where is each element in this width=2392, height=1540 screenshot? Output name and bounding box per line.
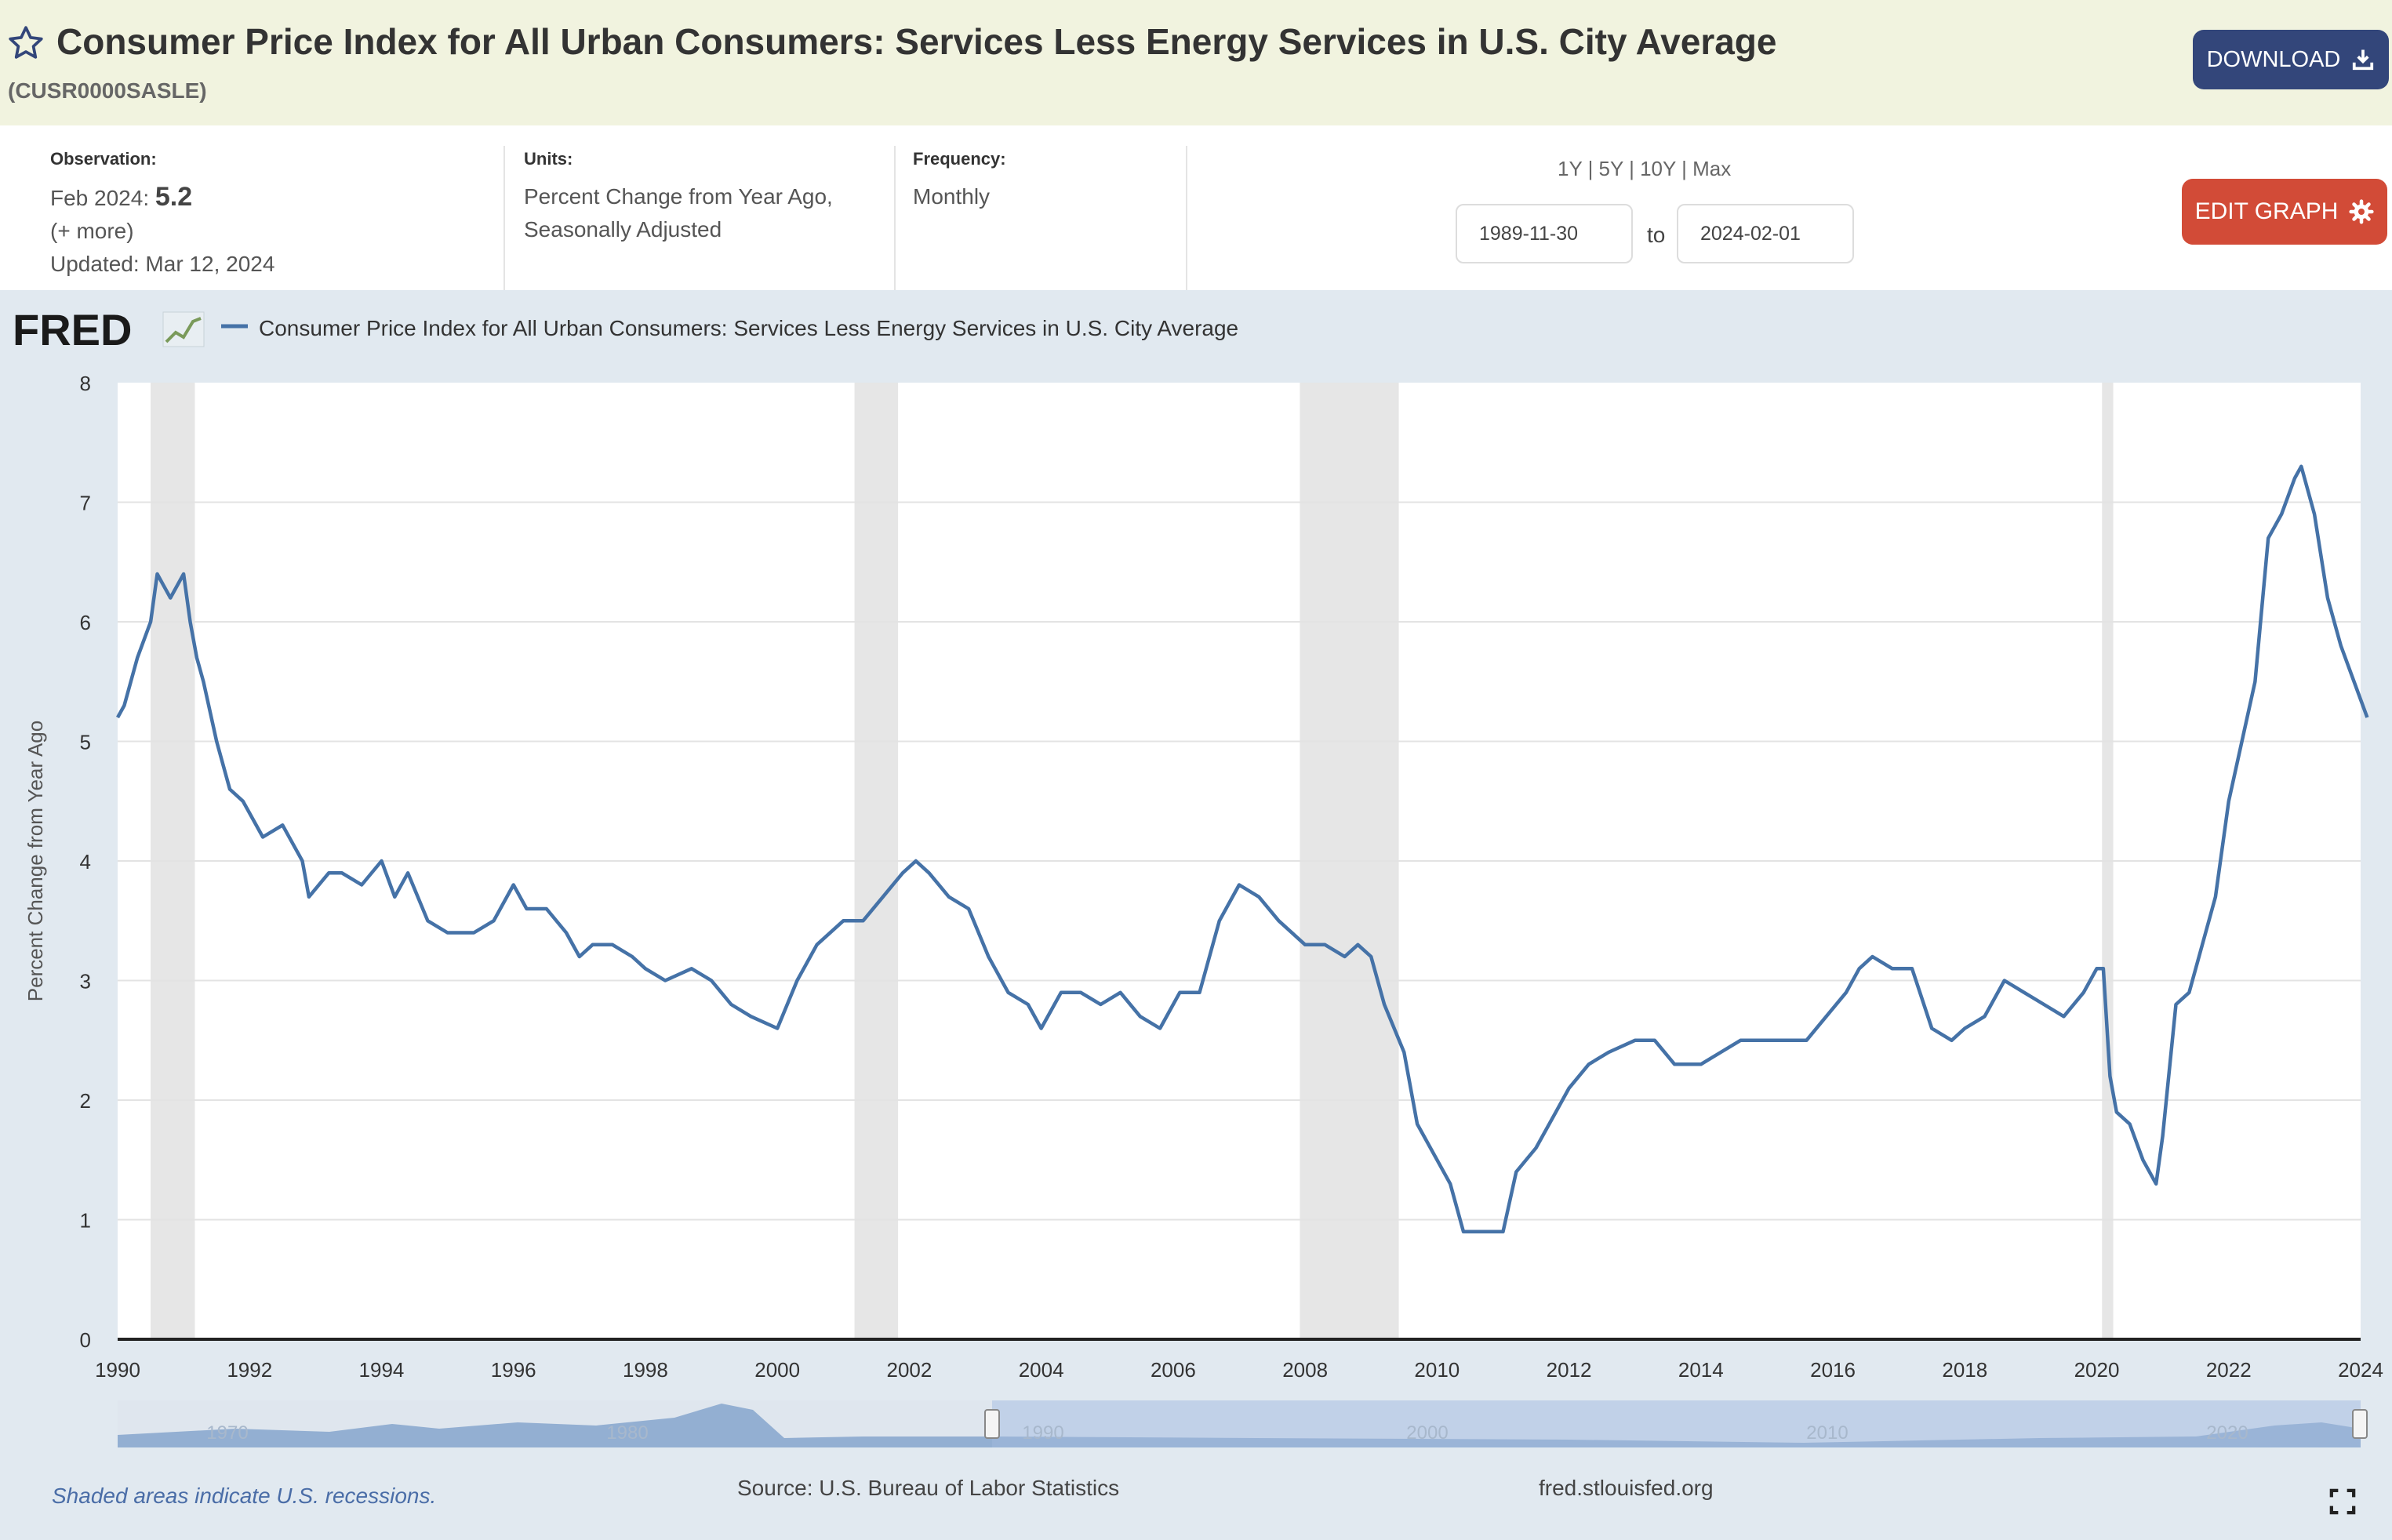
x-tick-label: 2006 [1151, 1358, 1196, 1382]
range-1y[interactable]: 1Y [1558, 157, 1583, 180]
edit-graph-button[interactable]: EDIT GRAPH [2182, 179, 2387, 245]
x-tick-label: 1996 [491, 1358, 536, 1382]
navigator-tick-label: 2010 [1806, 1422, 1848, 1444]
observation-date: Feb 2024: [50, 186, 150, 210]
observation-value: 5.2 [154, 182, 193, 212]
navigator[interactable]: 1970 1980 1990 2000 2010 2020 [118, 1400, 2368, 1447]
x-tick-label: 1998 [623, 1358, 668, 1382]
navigator-tick-label: 1980 [606, 1422, 648, 1444]
chart: FRED Consumer Price Index for All Urban … [13, 305, 2383, 1447]
y-tick-label: 8 [80, 372, 91, 395]
end-date-input[interactable]: 2024-02-01 [1677, 204, 1854, 263]
x-tick-label: 2016 [1810, 1358, 1856, 1382]
frequency-block: Frequency: Monthly [913, 149, 1006, 213]
more-link[interactable]: (+ more) [50, 219, 134, 243]
frequency-value: Monthly [913, 184, 991, 209]
x-tick-label: 2002 [886, 1358, 932, 1382]
frequency-label: Frequency: [913, 149, 1006, 169]
legend-label: Consumer Price Index for All Urban Consu… [259, 316, 1238, 340]
x-tick-label: 2004 [1019, 1358, 1064, 1382]
recession-note: Shaded areas indicate U.S. recessions. [52, 1484, 437, 1508]
download-label: DOWNLOAD [2206, 46, 2341, 72]
navigator-history [118, 1404, 992, 1447]
updated-date: Updated: Mar 12, 2024 [50, 252, 275, 276]
y-tick-label: 6 [80, 611, 91, 634]
series-line [116, 464, 2369, 1234]
x-tick-label: 2000 [754, 1358, 800, 1382]
navigator-tick-label: 1970 [206, 1422, 248, 1444]
y-tick-label: 2 [80, 1089, 91, 1113]
x-tick-label: 2010 [1414, 1358, 1460, 1382]
x-tick-label: 2024 [2338, 1358, 2383, 1382]
x-tick-label: 2014 [1678, 1358, 1724, 1382]
x-tick-label: 1990 [95, 1358, 140, 1382]
y-tick-label: 1 [80, 1209, 91, 1233]
units-label: Units: [524, 149, 573, 169]
range-links: 1Y | 5Y | 10Y | Max [1558, 157, 1732, 180]
observation-block: Observation: Feb 2024: 5.2 (+ more) Upda… [50, 149, 274, 281]
download-button[interactable]: DOWNLOAD [2193, 30, 2389, 89]
x-tick-label: 2018 [1942, 1358, 1987, 1382]
edit-graph-label: EDIT GRAPH [2194, 198, 2339, 224]
navigator-handle-right[interactable] [2352, 1409, 2368, 1439]
series-meta: Observation: Feb 2024: 5.2 (+ more) Upda… [0, 125, 2392, 290]
download-icon [2353, 49, 2374, 71]
divider [1186, 146, 1187, 290]
gear-icon [2349, 199, 2375, 224]
y-tick-label: 3 [80, 970, 91, 993]
y-tick-label: 4 [80, 850, 91, 874]
y-tick-label: 0 [80, 1328, 91, 1352]
divider [503, 146, 505, 290]
x-tick-label: 2022 [2206, 1358, 2252, 1382]
observation-label: Observation: [50, 149, 157, 169]
x-tick-label: 2012 [1547, 1358, 1592, 1382]
x-tick-label: 2008 [1282, 1358, 1328, 1382]
y-axis-label: Percent Change from Year Ago [24, 721, 47, 1001]
y-tick-label: 5 [80, 731, 91, 754]
navigator-series [992, 1422, 2361, 1447]
y-tick-label: 7 [80, 492, 91, 515]
series-id: (CUSR0000SASLE) [8, 78, 207, 103]
page-title: Consumer Price Index for All Urban Consu… [56, 21, 1777, 62]
fullscreen-icon[interactable] [2329, 1488, 2356, 1515]
x-tick-label: 1992 [227, 1358, 272, 1382]
range-max[interactable]: Max [1692, 157, 1732, 180]
units-line-1: Percent Change from Year Ago, [524, 184, 833, 209]
x-tick-label: 2020 [2074, 1358, 2120, 1382]
divider [894, 146, 896, 290]
units-line-2: Seasonally Adjusted [524, 217, 722, 242]
series-header: Consumer Price Index for All Urban Consu… [0, 0, 2392, 125]
range-5y[interactable]: 5Y [1598, 157, 1623, 180]
fred-logo: FRED [13, 305, 132, 354]
x-tick-label: 1994 [359, 1358, 405, 1382]
navigator-tick-label: 2020 [2206, 1422, 2248, 1444]
range-10y[interactable]: 10Y [1640, 157, 1676, 180]
start-date-input[interactable]: 1989-11-30 [1456, 204, 1633, 263]
source-note: Source: U.S. Bureau of Labor Statistics [737, 1476, 1120, 1500]
site-url[interactable]: fred.stlouisfed.org [1539, 1476, 1714, 1500]
navigator-handle-left[interactable] [984, 1409, 1000, 1439]
to-label: to [1647, 223, 1666, 247]
star-icon[interactable] [6, 24, 45, 63]
fred-logo-icon [162, 311, 205, 347]
units-block: Units: Percent Change from Year Ago, Sea… [524, 149, 833, 246]
navigator-tick-label: 2000 [1406, 1422, 1448, 1444]
navigator-tick-label: 1990 [1022, 1422, 1063, 1444]
